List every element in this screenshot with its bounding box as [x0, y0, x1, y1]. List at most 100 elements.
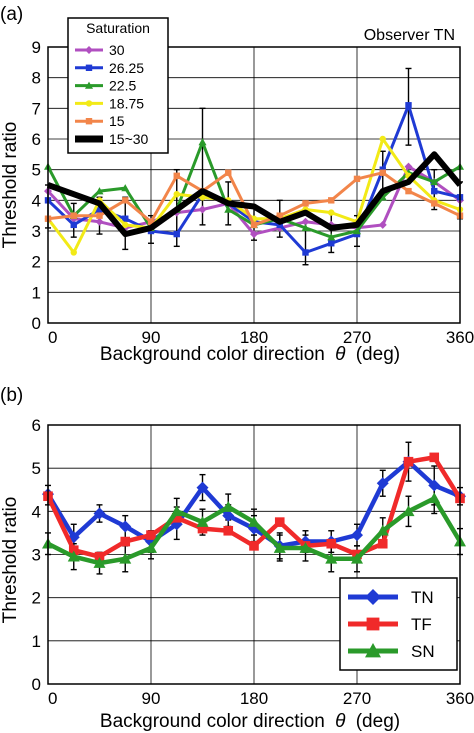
y-tick-label: 6 [32, 130, 41, 149]
panel-a-frame [47, 46, 461, 324]
data-point-TF [146, 530, 156, 540]
data-point-22.5 [301, 223, 310, 232]
data-point-TN [376, 477, 389, 490]
data-point-26.25 [70, 221, 77, 229]
x-tick-label: 0 [48, 689, 57, 708]
data-point-TF [377, 538, 388, 549]
data-point-15 [379, 169, 386, 176]
data-point-22.5 [430, 177, 439, 186]
data-point-SN [351, 552, 363, 564]
panel-a-x-ticks: 0 90 180 270 360 [48, 328, 474, 347]
data-point-SN [170, 505, 183, 517]
data-point-22.5 [224, 205, 233, 213]
legend-swatch-marker [85, 81, 93, 89]
panel-a-annotation: Observer TN [364, 27, 455, 44]
legend-swatch-marker [365, 589, 381, 605]
legend-swatch-marker [365, 643, 381, 658]
data-point-TF [249, 541, 259, 551]
data-point-TF [223, 525, 234, 536]
panel-a-y-axis-label: Threshold ratio [0, 122, 21, 249]
data-point-26.25 [276, 221, 283, 229]
data-point-SN [119, 552, 132, 564]
data-point-TF [326, 538, 337, 549]
data-point-30 [95, 217, 104, 226]
data-point-15 [147, 218, 155, 225]
y-tick-label: 9 [32, 38, 41, 57]
data-point-30 [404, 162, 413, 171]
data-point-SN [325, 552, 338, 564]
data-point-SN [428, 492, 441, 504]
x-tick-label: 270 [343, 328, 371, 347]
panel-b-y-ticks: 0 1 2 3 4 5 6 [32, 416, 41, 694]
panel-b-x-axis-label: Background color direction θ (deg) [100, 711, 400, 732]
data-point-15 [431, 200, 438, 207]
data-point-TN [428, 479, 441, 492]
data-point-30 [250, 230, 258, 239]
legend-swatch-marker [85, 46, 93, 54]
y-tick-label: 5 [32, 459, 41, 478]
data-point-26.25 [96, 206, 103, 213]
data-point-TN [119, 520, 132, 533]
data-point-SN [67, 550, 80, 562]
x-tick-label: 270 [343, 689, 371, 708]
y-tick-label: 2 [32, 253, 41, 272]
data-point-SN [222, 501, 235, 512]
data-point-15 [276, 212, 283, 219]
panel-b-y-axis-label: Threshold ratio [0, 497, 21, 624]
panel-b-legend: TN TF SN [339, 577, 458, 671]
data-point-18.75 [328, 209, 335, 216]
y-tick-label: 7 [32, 99, 41, 118]
panel-a-x-axis-unit: (deg) [356, 344, 400, 365]
data-point-15 [225, 169, 232, 176]
legend-entry-label: 22.5 [109, 78, 136, 94]
x-tick-label: 0 [48, 328, 57, 347]
data-point-22.5 [198, 138, 207, 146]
data-point-18.75 [173, 191, 180, 198]
data-point-SN [196, 516, 209, 527]
data-point-15 [405, 187, 412, 195]
panel-b: (b) 0 1 2 3 4 5 6 0 90 180 270 360 Threshold ratio… [0, 385, 474, 732]
x-tick-label: 180 [240, 689, 268, 708]
data-point-TF [403, 456, 414, 467]
panel-a-x-axis-text: Background color direction [100, 344, 325, 365]
x-tick-label: 360 [446, 689, 474, 708]
x-tick-label: 90 [142, 689, 161, 708]
data-point-26.25 [405, 102, 412, 109]
y-tick-label: 1 [32, 283, 41, 302]
y-tick-label: 3 [32, 546, 41, 565]
panel-b-x-axis-unit: (deg) [356, 711, 400, 732]
data-point-TF [429, 452, 440, 463]
y-tick-label: 6 [32, 416, 41, 435]
legend-entry-label: 18.75 [109, 95, 144, 111]
data-point-TN [222, 509, 235, 522]
panel-b-frame [47, 424, 461, 685]
data-point-15 [328, 197, 335, 204]
data-point-TF [120, 536, 131, 547]
data-point-TF [171, 513, 182, 523]
y-tick-label: 0 [32, 675, 41, 694]
data-point-SN [145, 542, 157, 553]
legend-entry-label: 26.25 [109, 60, 144, 76]
y-tick-label: 1 [32, 632, 41, 651]
legend-swatch-marker [85, 118, 93, 125]
data-point-15 [250, 221, 258, 229]
y-tick-label: 0 [32, 314, 41, 333]
data-point-SN [273, 542, 286, 553]
data-point-15 [353, 175, 361, 183]
data-point-TF [68, 545, 79, 555]
x-tick-label: 360 [446, 328, 474, 347]
data-point-15 [96, 212, 103, 219]
data-point-22.5 [353, 227, 361, 235]
data-point-22.5 [95, 187, 104, 195]
panel-a-label: (a) [0, 4, 23, 25]
data-point-TF [274, 517, 285, 527]
data-point-18.75 [379, 135, 386, 143]
data-point-30 [378, 220, 387, 229]
data-point-26.25 [302, 249, 309, 256]
data-point-TN [196, 481, 209, 494]
data-point-SN [93, 557, 106, 568]
y-tick-label: 3 [32, 222, 41, 241]
legend-swatch-marker [366, 617, 380, 631]
panel-b-x-axis-symbol: θ [335, 711, 346, 732]
